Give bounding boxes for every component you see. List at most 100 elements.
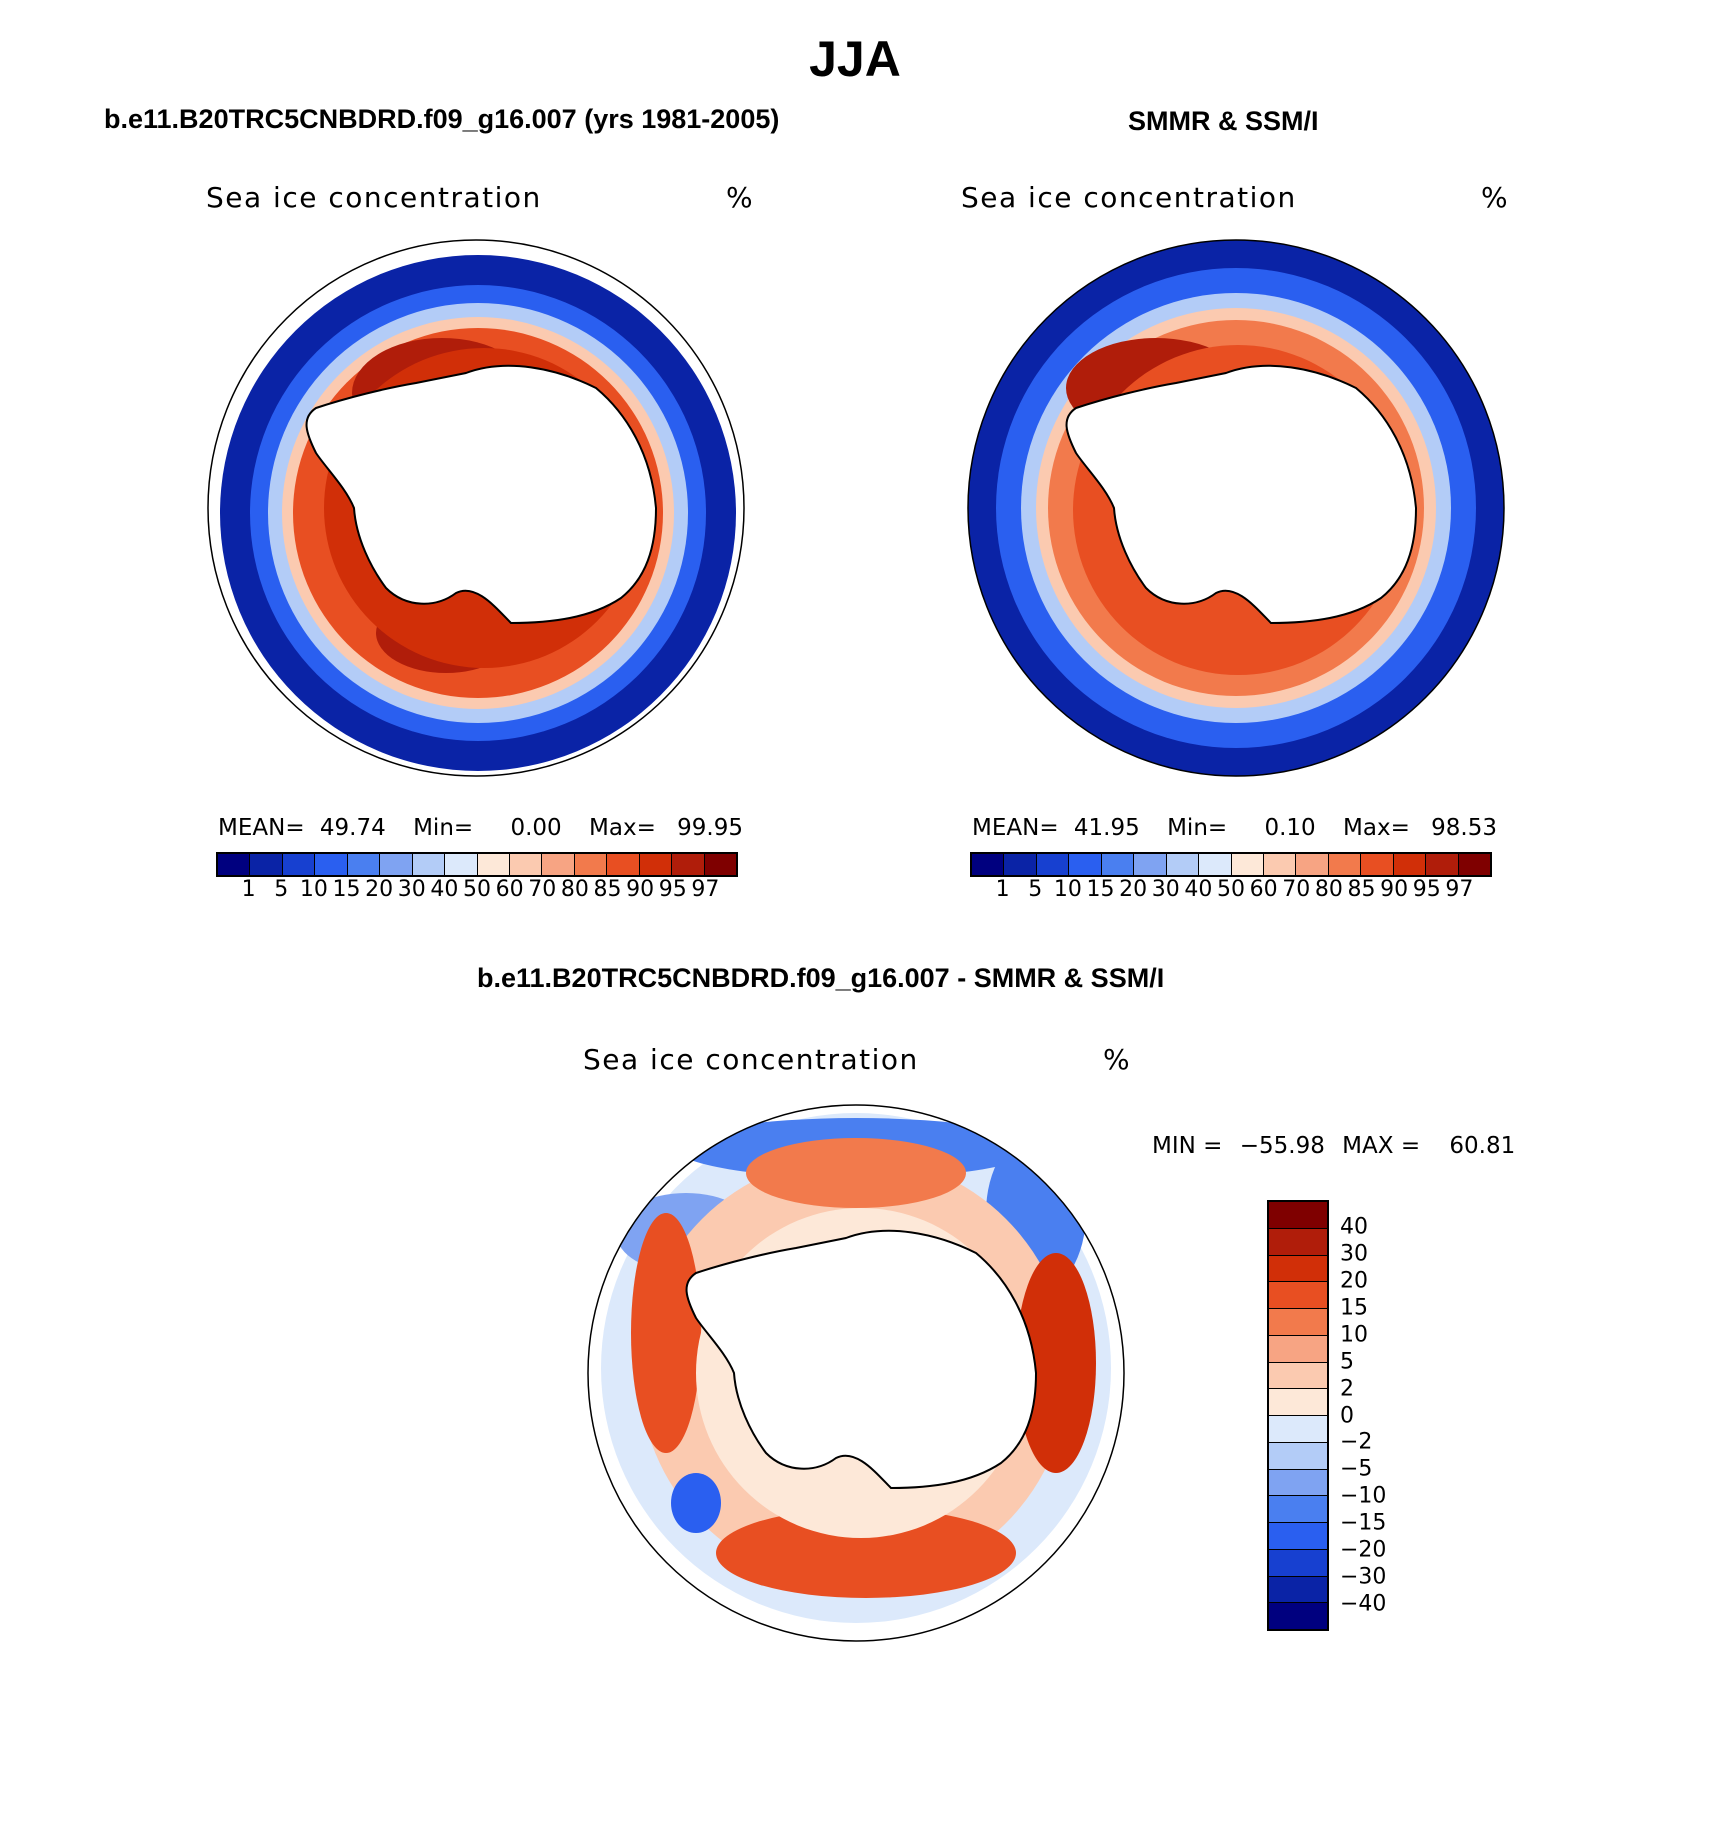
colorbar-tick-label: 15 <box>1340 1295 1368 1321</box>
colorbar-swatch <box>1269 1442 1327 1470</box>
colorbar-swatch <box>1166 854 1200 875</box>
diff-max-label: MAX = <box>1342 1133 1421 1159</box>
colorbar-swatch <box>542 854 575 875</box>
colorbar-swatch <box>574 854 608 875</box>
colorbar-tick-label: 5 <box>1028 877 1043 902</box>
colorbar-tick-label: 30 <box>1340 1241 1368 1267</box>
colorbar-tick-label: −15 <box>1340 1510 1387 1536</box>
colorbar-swatch <box>315 854 348 875</box>
colorbar-swatch <box>412 854 446 875</box>
colorbar-tick-label: 70 <box>1282 877 1311 902</box>
colorbar-swatch <box>607 854 640 875</box>
colorbar-swatch <box>1458 854 1490 875</box>
colorbar-swatch <box>1269 1523 1327 1550</box>
colorbar-tick-label: 95 <box>658 877 687 902</box>
colorbar-tick-label: 20 <box>1119 877 1148 902</box>
colorbar-tick-label: 2 <box>1340 1376 1354 1402</box>
colorbar-swatch <box>704 854 736 875</box>
colorbar-tick-label: −40 <box>1340 1591 1387 1617</box>
colorbar-swatch <box>1296 854 1329 875</box>
obs-min-value: 0.10 <box>1264 815 1316 841</box>
colorbar-tick-label: 60 <box>1249 877 1278 902</box>
colorbar-tick-label: 95 <box>1412 877 1441 902</box>
obs-antarctica-landmass <box>1065 364 1418 625</box>
colorbar-tick-label: 85 <box>1347 877 1376 902</box>
colorbar-tick-label: 5 <box>274 877 289 902</box>
colorbar-swatch <box>1269 1389 1327 1416</box>
colorbar-tick-label: 10 <box>1340 1322 1368 1348</box>
diff-units-label: % <box>1103 1043 1130 1076</box>
model-variable-label: Sea ice concentration <box>206 181 542 214</box>
colorbar-tick-label: 90 <box>1380 877 1409 902</box>
colorbar-swatch <box>1101 854 1135 875</box>
model-colorbar-ticks: 1 5 10 15 20 30 40 50 60 70 80 85 90 95 97 <box>216 877 738 905</box>
colorbar-tick-label: 85 <box>593 877 622 902</box>
colorbar-tick-label: 80 <box>1314 877 1343 902</box>
colorbar-swatch <box>1069 854 1102 875</box>
model-sea-ice-map <box>207 239 745 777</box>
colorbar-tick-label: 1 <box>995 877 1010 902</box>
colorbar-swatch <box>1328 854 1362 875</box>
colorbar-tick-label: 15 <box>1086 877 1115 902</box>
colorbar-tick-label: 80 <box>560 877 589 902</box>
colorbar-swatch <box>1361 854 1394 875</box>
colorbar-tick-label: 20 <box>1340 1268 1368 1294</box>
colorbar-swatch <box>509 854 543 875</box>
colorbar-tick-label: 40 <box>430 877 459 902</box>
obs-colorbar-ticks: 1 5 10 15 20 30 40 50 60 70 80 85 90 95 97 <box>970 877 1492 905</box>
colorbar-tick-label: 15 <box>332 877 361 902</box>
diff-max-value: 60.81 <box>1449 1133 1516 1159</box>
obs-min-label: Min= <box>1167 815 1228 841</box>
obs-mean-label: MEAN= <box>972 815 1059 841</box>
colorbar-swatch <box>639 854 673 875</box>
model-colorbar-swatches <box>216 852 738 877</box>
diff-colorbar-swatches <box>1267 1200 1329 1631</box>
diff-stats: MIN = −55.98 MAX = 60.81 <box>1152 1133 1515 1159</box>
colorbar-tick-label: 50 <box>463 877 491 902</box>
model-antarctica-landmass <box>305 364 658 625</box>
diff-min-value: −55.98 <box>1239 1133 1325 1159</box>
colorbar-swatch <box>1269 1416 1327 1443</box>
colorbar-swatch <box>1269 1549 1327 1577</box>
figure-title: JJA <box>809 31 901 87</box>
colorbar-swatch <box>972 854 1005 875</box>
colorbar-tick-label: −10 <box>1340 1483 1387 1509</box>
colorbar-tick-label: 10 <box>1053 877 1082 902</box>
colorbar-swatch <box>1269 1282 1327 1309</box>
obs-variable-label: Sea ice concentration <box>961 181 1297 214</box>
colorbar-swatch <box>1269 1603 1327 1629</box>
colorbar-tick-label: 5 <box>1340 1349 1354 1375</box>
colorbar-swatch <box>380 854 413 875</box>
colorbar-tick-label: 97 <box>691 877 720 902</box>
obs-max-label: Max= <box>1343 815 1410 841</box>
obs-stats: MEAN= 41.95 Min= 0.10 Max= 98.53 <box>972 815 1497 841</box>
model-min-label: Min= <box>413 815 474 841</box>
colorbar-tick-label: 97 <box>1445 877 1474 902</box>
obs-sea-ice-map <box>967 239 1505 777</box>
model-max-value: 99.95 <box>677 815 744 841</box>
colorbar-tick-label: 60 <box>495 877 524 902</box>
model-min-value: 0.00 <box>510 815 562 841</box>
colorbar-swatch <box>1269 1228 1327 1256</box>
obs-colorbar: 1 5 10 15 20 30 40 50 60 70 80 85 90 95 97 <box>970 852 1492 905</box>
diff-panel-heading: b.e11.B20TRC5CNBDRD.f09_g16.007 - SMMR &… <box>477 963 1165 993</box>
colorbar-swatch <box>1263 854 1297 875</box>
colorbar-tick-label: 10 <box>299 877 328 902</box>
colorbar-tick-label: −20 <box>1340 1537 1387 1563</box>
colorbar-tick-label: −2 <box>1340 1429 1373 1455</box>
model-stats: MEAN= 49.74 Min= 0.00 Max= 99.95 <box>218 815 743 841</box>
obs-mean-value: 41.95 <box>1073 815 1140 841</box>
colorbar-swatch <box>1269 1469 1327 1497</box>
diff-antarctica-landmass <box>685 1229 1038 1490</box>
diff-colorbar-ticks: 40 30 20 15 10 5 2 0 −2 −5 −10 −15 −20 −30 −40 <box>1340 1200 1420 1631</box>
colorbar-tick-label: 70 <box>528 877 557 902</box>
colorbar-swatch <box>1426 854 1459 875</box>
colorbar-tick-label: 1 <box>241 877 256 902</box>
colorbar-tick-label: −30 <box>1340 1564 1387 1590</box>
colorbar-swatch <box>1269 1362 1327 1390</box>
model-max-label: Max= <box>589 815 656 841</box>
colorbar-swatch <box>1269 1496 1327 1523</box>
colorbar-swatch <box>1134 854 1167 875</box>
colorbar-swatch <box>1269 1576 1327 1604</box>
model-mean-value: 49.74 <box>319 815 386 841</box>
